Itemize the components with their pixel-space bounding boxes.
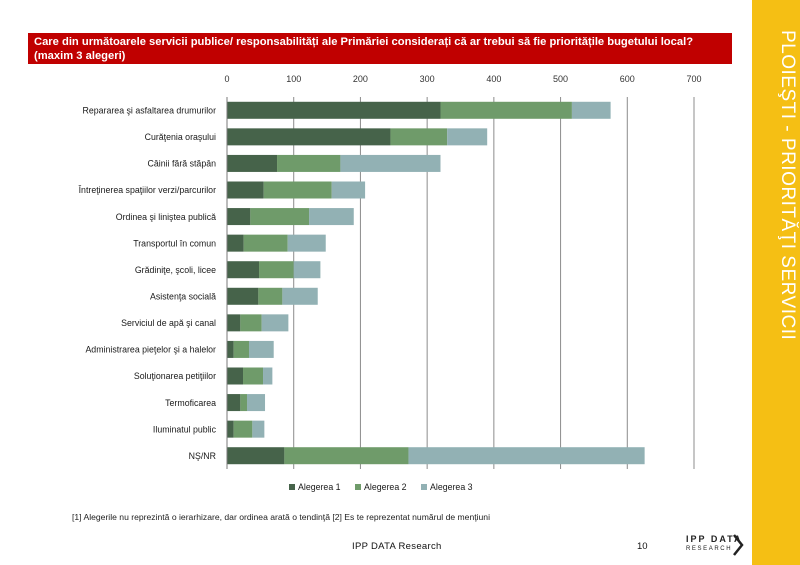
bar-segment-1 (227, 314, 241, 332)
bar-segment-1 (227, 128, 391, 146)
category-label: Ordinea şi liniştea publică (116, 212, 216, 222)
bar-segment-2 (233, 420, 253, 438)
question-banner: Care din următoarele servicii publice/ r… (28, 33, 732, 64)
bar-segment-1 (227, 367, 244, 385)
bar-segment-1 (227, 181, 264, 199)
bar-segment-3 (247, 394, 266, 412)
bar-segment-1 (227, 394, 241, 412)
legend-swatch (421, 484, 427, 490)
page-number: 10 (637, 541, 648, 552)
bar-segment-2 (284, 447, 409, 465)
category-label: Grădiniţe, şcoli, licee (135, 265, 216, 275)
category-label: Termoficarea (165, 398, 216, 408)
bar-segment-2 (390, 128, 448, 146)
category-label: Câinii fără stăpân (148, 159, 217, 169)
bar-segment-3 (282, 287, 318, 305)
ipp-logo: IPP DATA RESEARCH (686, 531, 746, 559)
x-tick-label: 200 (353, 74, 368, 84)
footer-brand: IPP DATA Research (352, 541, 442, 552)
bar-segment-3 (309, 208, 354, 226)
bar-segment-3 (331, 181, 366, 199)
logo-text: IPP DATA (686, 534, 743, 544)
category-label: Iluminatul public (153, 424, 217, 434)
x-tick-label: 0 (224, 74, 229, 84)
x-tick-label: 100 (286, 74, 301, 84)
legend-label: Alegerea 3 (430, 482, 473, 492)
legend-label: Alegerea 2 (364, 482, 407, 492)
category-label: Transportul în comun (133, 238, 216, 248)
side-band (752, 0, 800, 565)
category-label: Asistenţa socială (150, 291, 216, 301)
bar-segment-2 (243, 234, 288, 252)
bar-segment-3 (249, 340, 274, 358)
bar-segment-1 (227, 234, 244, 252)
x-tick-label: 700 (686, 74, 701, 84)
side-title: PLOIEŞTI - PRIORITĂŢI SERVICII (777, 30, 798, 341)
logo-subtext: RESEARCH (686, 546, 733, 552)
bar-segment-1 (227, 261, 260, 279)
bar-segment-1 (227, 154, 278, 172)
bar-segment-3 (408, 447, 645, 465)
x-tick-label: 400 (486, 74, 501, 84)
bar-segment-2 (233, 340, 250, 358)
category-label: Curăţenia oraşului (145, 132, 216, 142)
footnote: [1] Alegerile nu reprezintă o ierarhizar… (72, 512, 490, 522)
bar-segment-3 (293, 261, 321, 279)
x-tick-label: 300 (420, 74, 435, 84)
bar-segment-1 (227, 287, 259, 305)
legend-swatch (355, 484, 361, 490)
bar-segment-2 (277, 154, 341, 172)
bar-segment-1 (227, 420, 234, 438)
bar-segment-3 (571, 101, 611, 119)
bar-segment-2 (440, 101, 572, 119)
bar-segment-3 (340, 154, 441, 172)
bar-segment-2 (243, 367, 264, 385)
bar-segment-2 (258, 287, 283, 305)
bar-segment-1 (227, 208, 251, 226)
bar-segment-3 (263, 367, 273, 385)
logo-mark-icon (733, 534, 744, 556)
bar-segment-2 (240, 314, 262, 332)
x-tick-label: 500 (553, 74, 568, 84)
bar-segment-2 (259, 261, 294, 279)
x-tick-label: 600 (620, 74, 635, 84)
category-label: Serviciul de apă şi canal (121, 318, 216, 328)
category-label: Repararea şi asfaltarea drumurilor (83, 105, 217, 115)
bar-segment-3 (261, 314, 289, 332)
category-label: Soluţionarea petiţiilor (134, 371, 216, 381)
category-label: Întreţinerea spaţiilor verzi/parcurilor (78, 185, 216, 195)
category-label: NŞ/NR (189, 451, 216, 461)
bar-segment-3 (252, 420, 265, 438)
bar-segment-1 (227, 447, 285, 465)
bar-segment-3 (447, 128, 488, 146)
legend-label: Alegerea 1 (298, 482, 341, 492)
legend-swatch (289, 484, 295, 490)
bar-segment-3 (287, 234, 326, 252)
bar-segment-2 (250, 208, 310, 226)
bar-segment-1 (227, 101, 441, 119)
bar-segment-2 (263, 181, 332, 199)
bar-segment-1 (227, 340, 234, 358)
bar-segment-2 (240, 394, 248, 412)
category-label: Administrarea pieţelor şi a halelor (85, 345, 216, 355)
